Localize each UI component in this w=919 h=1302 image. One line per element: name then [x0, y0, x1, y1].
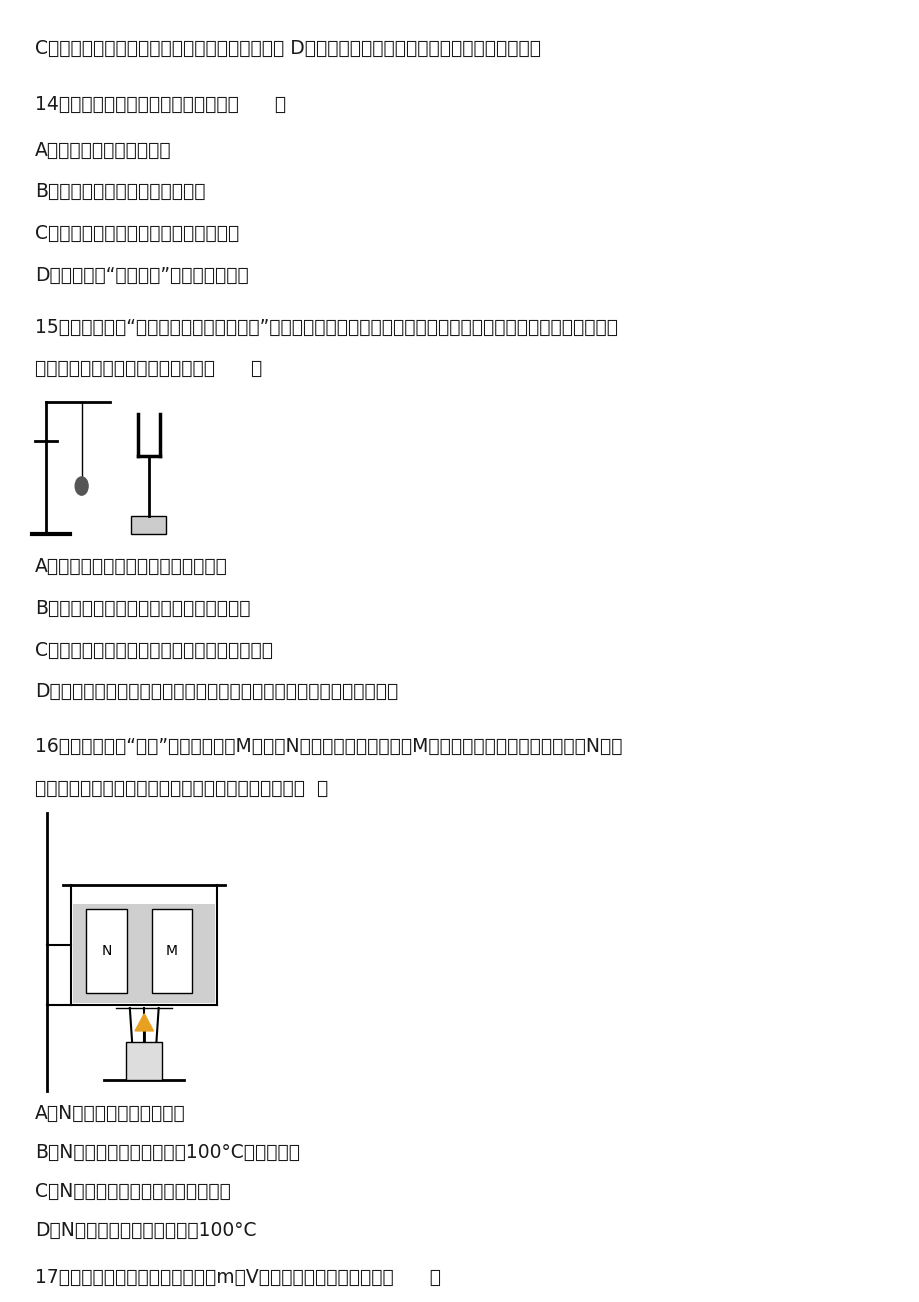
Bar	[74, 904, 215, 1003]
Text: B．N容器中的水温度能达到100°C，不会沸腾: B．N容器中的水温度能达到100°C，不会沸腾	[35, 1143, 300, 1163]
Text: 开，如图所示，下列说法正确的是（      ）: 开，如图所示，下列说法正确的是（ ）	[35, 359, 262, 379]
Bar	[152, 909, 192, 993]
Text: C．N容器中的水将一直不断吸收热量: C．N容器中的水将一直不断吸收热量	[35, 1182, 231, 1202]
Text: A．N容器中的水会随之沸腾: A．N容器中的水会随之沸腾	[35, 1104, 186, 1124]
Text: C．小明听到音叉发出的声音是通过空气传播的: C．小明听到音叉发出的声音是通过空气传播的	[35, 641, 273, 660]
Bar	[126, 1043, 162, 1079]
Text: 17．如图所示为甲、乙两种物质的m－V图象，下列说法正确的是（      ）: 17．如图所示为甲、乙两种物质的m－V图象，下列说法正确的是（ ）	[35, 1268, 440, 1288]
Circle shape	[75, 477, 88, 495]
Text: A．音叉发声是由于小球的振动产生的: A．音叉发声是由于小球的振动产生的	[35, 557, 228, 577]
Text: 16．如图所示的“水浴”加热装置中，M容器和N容器中盛的都是水，当M容器中的水被加热至沸腾时，对N容器: 16．如图所示的“水浴”加热装置中，M容器和N容器中盛的都是水，当M容器中的水被…	[35, 737, 622, 756]
Text: 中水的情况判断正确的是（气压为一个标准大气压）（  ）: 中水的情况判断正确的是（气压为一个标准大气压）（ ）	[35, 779, 328, 798]
FancyBboxPatch shape	[131, 516, 166, 534]
Text: D．N容器中的水温度不会达到100°C: D．N容器中的水温度不会达到100°C	[35, 1221, 256, 1241]
Text: N: N	[101, 944, 111, 958]
Text: C．铝球的体积大于铜球的体积，但铝球比铜球轾 D．铝球的体积小于铜球的体积，但铝球比铜球重: C．铝球的体积大于铜球的体积，但铝球比铜球轾 D．铝球的体积小于铜球的体积，但铝…	[35, 39, 540, 59]
Text: C．渔民捕鱼时利用声吵探测鱼群的位置: C．渔民捕鱼时利用声吵探测鱼群的位置	[35, 224, 239, 243]
Bar	[85, 909, 127, 993]
Polygon shape	[135, 1014, 153, 1031]
Text: 14．下列事例是利用声传递能量的是（      ）: 14．下列事例是利用声传递能量的是（ ）	[35, 95, 286, 115]
Text: A．医生用听诊器诊断病情: A．医生用听诊器诊断病情	[35, 141, 172, 160]
Text: M: M	[165, 944, 177, 958]
Text: B．利用超声波排除人体内的结石: B．利用超声波排除人体内的结石	[35, 182, 205, 202]
Text: D．蝙蝠利用“回声定位”确定目标的位置: D．蝙蝠利用“回声定位”确定目标的位置	[35, 266, 248, 285]
Text: B．小球的振动频率与音叉的振动频率相同: B．小球的振动频率与音叉的振动频率相同	[35, 599, 250, 618]
Text: 15．小明在探究“声音是由物体振动产生的”实验中，用正在发声的音叉紧靠悬线下的轻质小球，发现小球被多次弹: 15．小明在探究“声音是由物体振动产生的”实验中，用正在发声的音叉紧靠悬线下的轻…	[35, 318, 618, 337]
Text: D．实验中把音叉的微小振动转换成小球的跳动，是为了增大声音的响度: D．实验中把音叉的微小振动转换成小球的跳动，是为了增大声音的响度	[35, 682, 398, 702]
